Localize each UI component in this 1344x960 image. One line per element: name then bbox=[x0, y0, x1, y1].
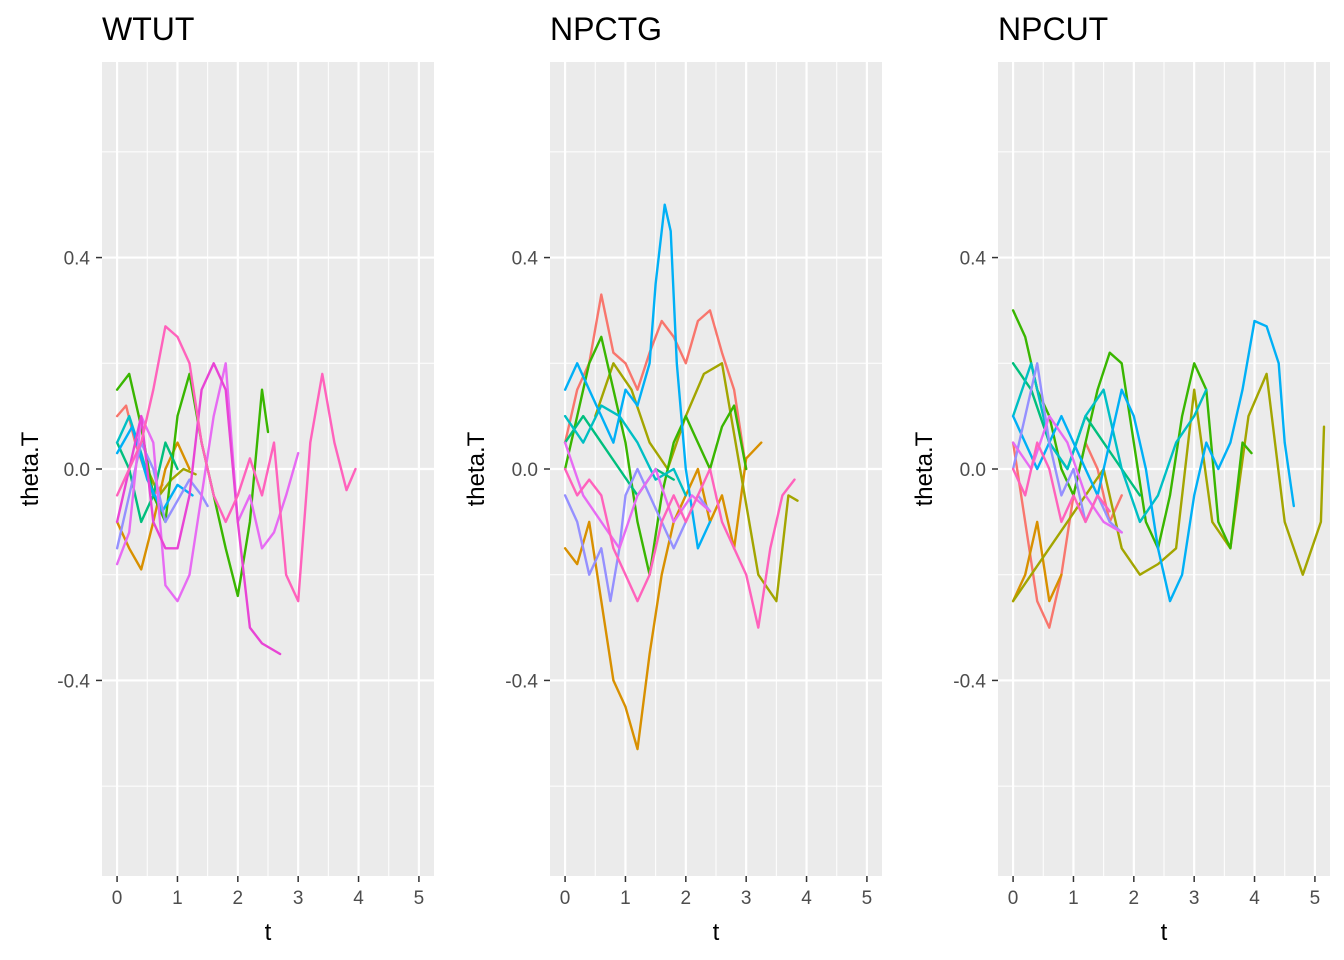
series-line-3 bbox=[594, 362, 799, 603]
series-line-8 bbox=[563, 467, 712, 603]
series-line-7 bbox=[115, 425, 194, 513]
y-axis-title: theta.T bbox=[911, 431, 938, 506]
series-line-2 bbox=[1011, 520, 1063, 603]
series-line-8 bbox=[115, 441, 209, 550]
panel-npcut: 0 1 2 3 4 5 0.4 0.0 -0.4 NPCUT t theta.T bbox=[911, 11, 1330, 946]
x-axis-title: t bbox=[1161, 919, 1168, 946]
x-tick-label: 2 bbox=[681, 888, 692, 909]
y-axis-title: theta.T bbox=[17, 431, 44, 506]
series-line-6 bbox=[563, 404, 687, 497]
series-line-7 bbox=[563, 203, 712, 550]
series-line-1 bbox=[563, 293, 748, 471]
y-tick-label: -0.4 bbox=[953, 671, 986, 692]
series-line-3 bbox=[1011, 372, 1326, 603]
x-tick-label: 5 bbox=[862, 888, 873, 909]
y-tick-label: 0.0 bbox=[960, 460, 986, 481]
y-tick-label: 0.4 bbox=[960, 249, 987, 270]
y-tick-label: -0.4 bbox=[505, 671, 538, 692]
x-tick-label: 3 bbox=[741, 888, 752, 909]
x-tick-label: 2 bbox=[233, 888, 244, 909]
series-line-7 bbox=[1011, 319, 1296, 603]
x-tick-label: 1 bbox=[1068, 888, 1079, 909]
x-tick-label: 0 bbox=[112, 888, 123, 909]
x-axis-title: t bbox=[713, 919, 720, 946]
x-tick-label: 1 bbox=[620, 888, 631, 909]
x-tick-label: 3 bbox=[293, 888, 304, 909]
series-line-1 bbox=[1011, 441, 1123, 629]
series-line-10 bbox=[563, 467, 796, 629]
series-line-9 bbox=[115, 362, 300, 603]
panel-title: NPCTG bbox=[550, 11, 662, 47]
series-line-10 bbox=[1011, 441, 1111, 524]
x-tick-label: 0 bbox=[560, 888, 571, 909]
y-tick-label: -0.4 bbox=[57, 671, 90, 692]
panel-wtut: 0 1 2 3 4 5 0.4 0.0 -0.4 WTUT t theta.T bbox=[17, 11, 434, 946]
x-tick-label: 3 bbox=[1189, 888, 1200, 909]
panel-title: WTUT bbox=[102, 11, 194, 47]
series-line-2 bbox=[563, 441, 763, 751]
series-line-11 bbox=[115, 325, 357, 603]
series-line-5 bbox=[115, 441, 179, 524]
y-axis-title: theta.T bbox=[463, 431, 490, 506]
x-tick-label: 4 bbox=[353, 888, 364, 909]
x-tick-label: 4 bbox=[1249, 888, 1260, 909]
x-tick-label: 4 bbox=[801, 888, 812, 909]
y-tick-label: 0.4 bbox=[64, 249, 91, 270]
panel-npctg: 0 1 2 3 4 5 0.4 0.0 -0.4 NPCTG t theta.T bbox=[463, 11, 882, 946]
y-tick-label: 0.0 bbox=[512, 460, 538, 481]
x-tick-label: 5 bbox=[414, 888, 425, 909]
x-tick-label: 1 bbox=[172, 888, 183, 909]
y-tick-label: 0.4 bbox=[512, 249, 539, 270]
series-line-8 bbox=[1011, 362, 1123, 534]
x-tick-label: 2 bbox=[1129, 888, 1140, 909]
x-tick-label: 0 bbox=[1008, 888, 1019, 909]
series-line-9 bbox=[563, 441, 712, 550]
x-axis-title: t bbox=[265, 919, 272, 946]
y-tick-label: 0.0 bbox=[64, 460, 90, 481]
x-tick-label: 5 bbox=[1310, 888, 1321, 909]
series-line-4 bbox=[563, 335, 748, 576]
panel-title: NPCUT bbox=[998, 11, 1108, 47]
